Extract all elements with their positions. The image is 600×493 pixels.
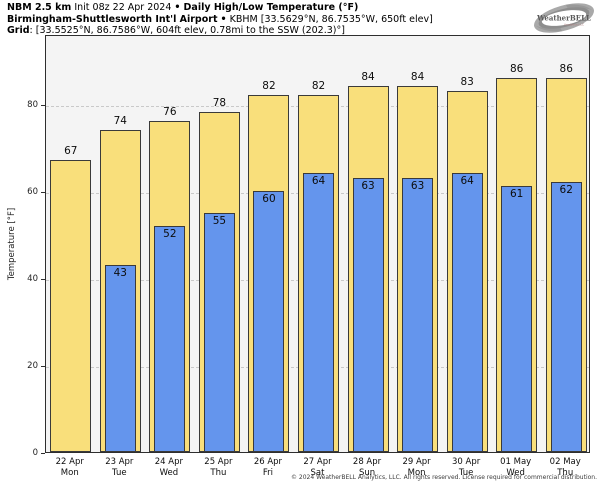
y-tick-mark <box>41 104 45 106</box>
model-name: NBM 2.5 km <box>7 2 72 13</box>
low-temp-bar: 62 <box>550 182 582 452</box>
header-line-2: Birmingham-Shuttlesworth Int'l Airport •… <box>7 14 433 26</box>
low-value-label: 61 <box>509 188 524 201</box>
high-value-label: 82 <box>311 79 326 92</box>
low-temp-bar: 60 <box>253 190 285 452</box>
low-temp-bar: 61 <box>501 186 533 452</box>
y-tick-label: 0 <box>32 448 38 458</box>
low-value-label: 43 <box>113 266 127 279</box>
low-temp-bar: 43 <box>104 264 136 452</box>
low-temp-bar: 63 <box>402 177 434 452</box>
x-tick-date: 02 May <box>549 457 581 467</box>
x-tick-day: Thu <box>210 467 227 478</box>
high-value-label: 74 <box>113 114 127 127</box>
logo-text: WeatherBELL <box>536 14 591 23</box>
grid-label: Grid <box>7 25 30 36</box>
y-tick-label: 80 <box>27 99 38 110</box>
high-value-label: 83 <box>460 75 474 88</box>
x-tick-date: 25 Apr <box>204 457 233 467</box>
y-tick-label: 20 <box>27 360 38 371</box>
chart-header: NBM 2.5 km Init 08z 22 Apr 2024 • Daily … <box>7 2 433 37</box>
logo-subtext: Analytics LLC <box>564 23 584 27</box>
low-temp-bar: 63 <box>352 177 384 452</box>
low-value-label: 62 <box>559 184 573 197</box>
plot-area: 67 74 43 76 52 78 55 82 60 82 64 84 63 84 63 83 64 86 61 86… <box>45 35 590 453</box>
x-tick-day: Sun <box>358 467 376 478</box>
x-tick-label: 29 Apr Mon <box>387 457 447 478</box>
copyright-text: © 2024 WeatherBELL Analytics, LLC. All r… <box>291 474 597 481</box>
low-temp-bar: 55 <box>203 212 235 452</box>
x-tick-label: 22 Apr Mon <box>40 457 100 478</box>
low-temp-bar: 52 <box>154 225 186 452</box>
high-value-label: 86 <box>509 62 524 75</box>
y-axis-label: Temperature [°F] <box>7 207 17 281</box>
y-tick-label: 60 <box>27 186 38 197</box>
low-temp-bar: 64 <box>451 173 483 452</box>
x-tick-day: Thu <box>557 467 574 478</box>
station-id: KBHM [33.5629°N, 86.7535°W, 650ft elev] <box>229 13 433 25</box>
weatherbell-logo: WeatherBELL Analytics LLC <box>534 3 594 33</box>
storm-swirl-icon <box>534 3 594 33</box>
x-tick-label: 28 Apr Sun <box>337 457 397 478</box>
y-tick-mark <box>41 278 45 280</box>
header-line-1: NBM 2.5 km Init 08z 22 Apr 2024 • Daily … <box>7 2 433 14</box>
low-value-label: 60 <box>262 192 276 205</box>
header-line-3: Grid: [33.5525°N, 86.7586°W, 604ft elev,… <box>7 25 433 37</box>
grid-coords: : [33.5525°N, 86.7586°W, 604ft elev, 0.7… <box>29 25 345 36</box>
x-tick-date: 22 Apr <box>55 457 84 467</box>
high-temp-bar <box>50 160 92 452</box>
low-temp-bar: 64 <box>303 173 334 452</box>
x-tick-date: 27 Apr <box>303 457 332 467</box>
y-tick-mark <box>41 191 45 193</box>
station-name: Birmingham-Shuttlesworth Int'l Airport <box>7 13 218 25</box>
separator-dot: • <box>220 13 227 25</box>
x-tick-day: Wed <box>159 467 179 478</box>
x-tick-day: Tue <box>112 467 127 478</box>
x-tick-day: Wed <box>506 467 525 478</box>
y-tick-mark <box>41 453 45 454</box>
x-tick-date: 24 Apr <box>154 457 183 467</box>
x-tick-label: 01 May Wed <box>486 457 546 478</box>
chart-title: Daily High/Low Temperature (°F) <box>183 2 359 13</box>
high-value-label: 76 <box>163 106 177 119</box>
y-tick-label: 40 <box>27 273 38 284</box>
x-tick-date: 01 May <box>500 457 532 467</box>
low-value-label: 63 <box>410 179 425 192</box>
x-tick-day: Fri <box>262 467 274 478</box>
x-tick-label: 02 May Thu <box>535 457 595 478</box>
x-tick-label: 23 Apr Tue <box>89 457 149 478</box>
x-tick-label: 24 Apr Wed <box>139 457 199 478</box>
low-value-label: 64 <box>311 175 326 188</box>
x-tick-date: 29 Apr <box>402 457 431 467</box>
x-tick-label: 30 Apr Tue <box>436 457 496 478</box>
low-value-label: 64 <box>460 175 474 188</box>
high-value-label: 84 <box>410 71 425 84</box>
x-tick-label: 25 Apr Thu <box>188 457 248 478</box>
low-value-label: 63 <box>361 179 375 192</box>
x-tick-day: Mon <box>407 467 426 478</box>
high-value-label: 78 <box>212 97 227 110</box>
x-tick-date: 26 Apr <box>253 457 283 467</box>
x-tick-day: Tue <box>458 467 474 478</box>
x-tick-label: 26 Apr Fri <box>238 457 298 478</box>
x-tick-date: 28 Apr <box>352 457 382 467</box>
x-tick-date: 30 Apr <box>452 457 481 467</box>
high-value-label: 86 <box>559 62 573 75</box>
high-value-label: 84 <box>361 71 375 84</box>
x-tick-label: 27 Apr Sat <box>288 457 348 478</box>
init-time: Init 08z 22 Apr 2024 <box>74 2 172 13</box>
high-value-label: 82 <box>262 79 276 92</box>
y-tick-mark <box>41 365 45 367</box>
separator-dot: • <box>174 2 181 13</box>
high-value-label: 67 <box>64 145 78 158</box>
low-value-label: 52 <box>163 227 177 240</box>
x-tick-day: Sat <box>310 467 325 478</box>
x-tick-date: 23 Apr <box>105 457 134 467</box>
low-value-label: 55 <box>212 214 227 227</box>
x-tick-day: Mon <box>60 467 79 478</box>
